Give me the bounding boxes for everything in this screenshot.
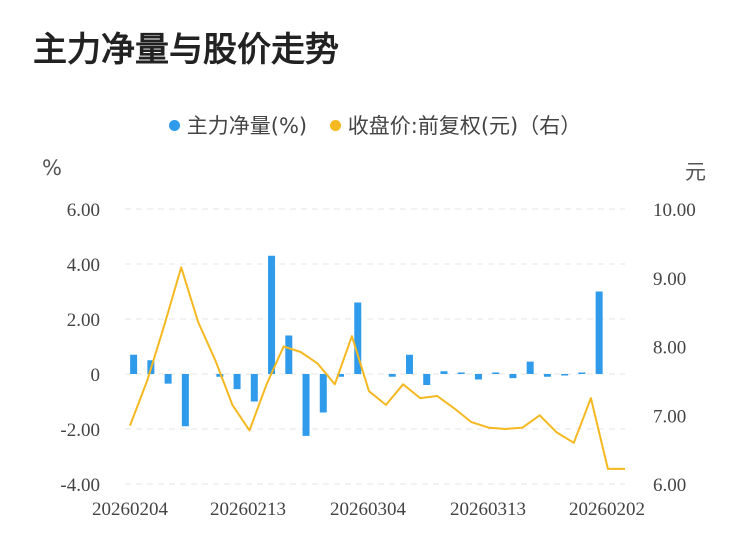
legend: 主力净量(%) 收盘价:前复权(元)（右） [0,110,750,140]
legend-item-net-volume[interactable]: 主力净量(%) [168,110,308,140]
x-tick-label: 20260202 [569,499,645,520]
bar [268,255,276,374]
bar [388,374,396,377]
bar [457,372,465,374]
bar [474,374,482,380]
bar [164,374,172,384]
bar [578,372,586,374]
x-tick-label: 20260304 [330,499,407,520]
y-left-tick-label: 4.00 [67,255,100,276]
bar [285,335,293,374]
bar [492,372,500,374]
x-tick-label: 20260204 [92,499,169,520]
right-axis-unit: 元 [685,160,706,184]
price-line [129,266,625,470]
bar [319,374,327,413]
legend-label-net-volume: 主力净量(%) [186,114,308,138]
chart-title: 主力净量与股价走势 [33,30,339,70]
y-right-tick-label: 8.00 [653,338,686,359]
x-tick-label: 20260213 [210,499,286,520]
bar [130,354,138,374]
y-right-tick-label: 9.00 [653,269,686,290]
bar [595,291,603,374]
bar [337,374,345,377]
legend-item-close-price[interactable]: 收盘价:前复权(元)（右） [329,110,582,140]
y-right-tick-label: 6.00 [653,475,686,496]
y-left-tick-label: -4.00 [60,475,100,496]
bar [526,361,534,374]
y-left-tick-label: 0 [91,365,101,386]
legend-dot-icon [168,119,180,131]
bar [233,374,241,390]
legend-dot-icon [329,119,341,131]
legend-label-close-price: 收盘价:前复权(元)（右） [347,114,582,138]
bar [181,374,189,427]
bar [302,374,310,436]
bar [216,374,224,377]
left-axis-unit: % [42,156,62,180]
y-left-tick-label: -2.00 [60,420,100,441]
bar [354,302,362,374]
bar [405,354,413,374]
bar [561,374,569,376]
bar [423,374,431,385]
bar [509,374,517,379]
y-left-tick-label: 6.00 [67,200,100,221]
x-tick-label: 20260313 [450,499,526,520]
bar [440,371,448,374]
y-left-tick-label: 2.00 [67,310,100,331]
y-right-tick-label: 7.00 [653,406,686,427]
bar [250,374,258,402]
y-right-tick-label: 10.00 [653,200,696,221]
bar [543,374,551,377]
